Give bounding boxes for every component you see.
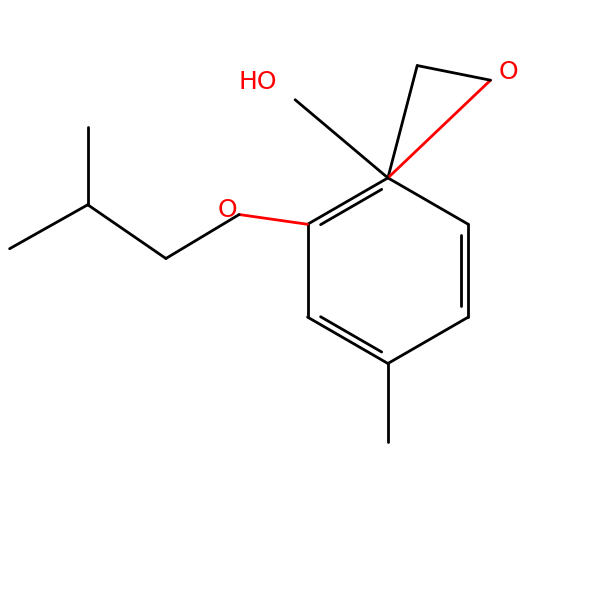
Text: HO: HO	[239, 70, 277, 94]
Text: O: O	[218, 197, 237, 221]
Text: O: O	[498, 61, 518, 85]
